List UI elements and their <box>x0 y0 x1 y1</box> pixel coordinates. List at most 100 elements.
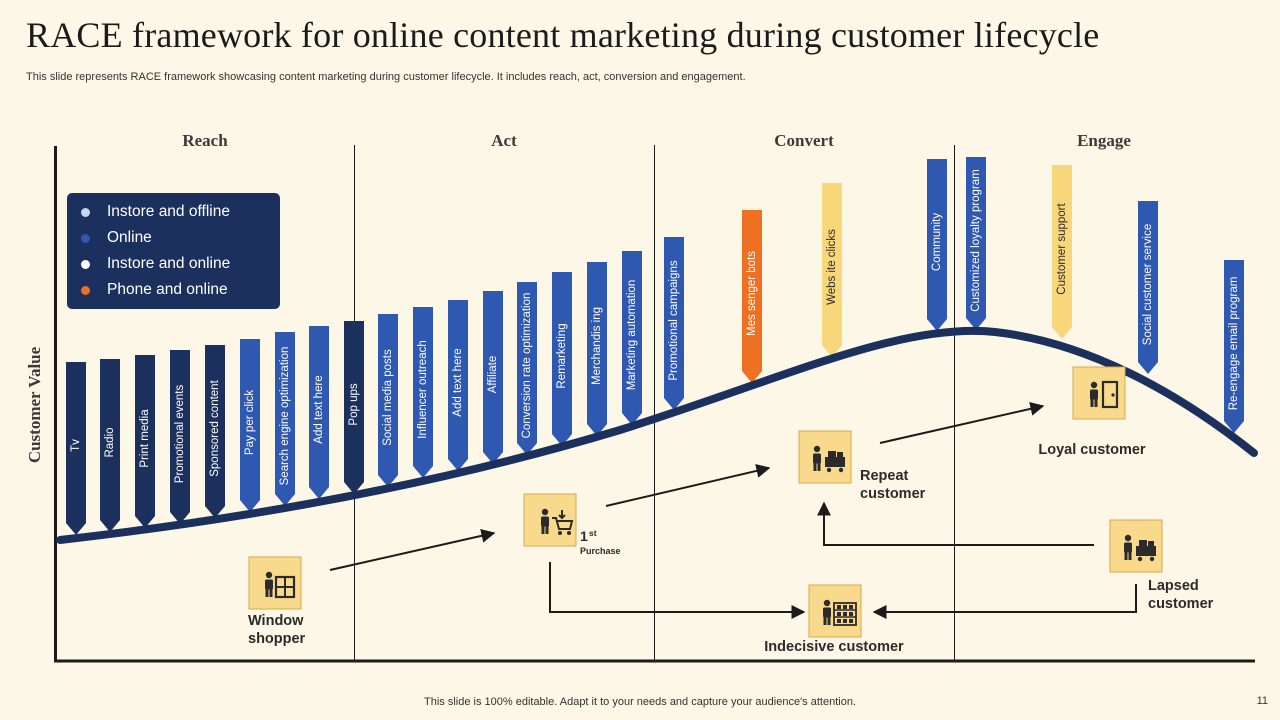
flag-shape <box>1224 260 1244 433</box>
touchpoint-flag: Marketing automation <box>622 251 642 425</box>
indecisive-customer-icon <box>823 599 857 626</box>
customer-window: Window shopper <box>248 556 306 647</box>
legend-dot-icon <box>81 285 90 295</box>
customer-value-curve <box>56 326 1258 544</box>
touchpoint-flag: Re-engage email program <box>1224 260 1244 433</box>
y-axis-label: Customer Value <box>25 346 44 463</box>
touchpoint-label: Customized loyalty program <box>970 169 982 312</box>
customer-label: 1 <box>580 528 588 544</box>
touchpoint-label: Conversion rate optimization <box>521 293 533 439</box>
touchpoint-label: Social customer service <box>1142 224 1154 345</box>
footer-note: This slide is 100% editable. Adapt it to… <box>424 696 856 708</box>
flag-shape <box>275 332 295 506</box>
customer-label: Lapsed customer <box>1148 578 1214 612</box>
customer-repeat: Repeat customer <box>798 430 926 502</box>
touchpoint-flags: Tv Radio Print media Promotional events Spon… <box>66 157 1244 535</box>
legend-label: Instore and online <box>107 255 231 272</box>
legend-item-instore-offline: Instore and offline <box>81 202 230 222</box>
arrow-repeat-to-loyal <box>879 401 1045 444</box>
touchpoint-label: Pay per click <box>244 390 256 455</box>
flag-shape <box>100 359 120 532</box>
flag-shape <box>517 282 537 455</box>
customer-purchase: 1 st Purchase <box>523 493 621 556</box>
loyal-customer-icon <box>1090 380 1119 409</box>
touchpoint-label: Promotional events <box>174 385 186 484</box>
customer-label: Repeat customer <box>860 468 926 502</box>
flag-shape <box>1138 201 1158 374</box>
customer-types: Window shopper 1 st Purchase Repeat customer Lo… <box>248 366 1214 655</box>
flag-shape <box>205 345 225 518</box>
customer-lapsed: Lapsed customer <box>1109 519 1214 612</box>
arrow-lapsed-to-indecisive <box>872 584 1137 619</box>
touchpoint-flag: Pop ups <box>344 321 364 494</box>
touchpoint-label: Mes senger bots <box>746 251 758 336</box>
legend-label: Phone and online <box>107 281 228 298</box>
touchpoint-label: Sponsored content <box>209 379 221 476</box>
touchpoint-flag: Add text here <box>448 300 468 471</box>
arrow-lapsed-to-repeat <box>817 501 1094 546</box>
touchpoint-label: Merchandis ing <box>591 307 603 385</box>
stage-labels: Reach Act Convert Engage <box>182 131 1131 150</box>
touchpoint-label: Webs ite clicks <box>826 229 838 305</box>
flag-shape <box>170 350 190 524</box>
touchpoint-label: Influencer outreach <box>417 340 429 438</box>
touchpoint-flag: Add text here <box>309 326 329 499</box>
touchpoint-flag: Tv <box>66 362 86 535</box>
touchpoint-flag: Promotional events <box>170 350 190 524</box>
touchpoint-flag: Promotional campaigns <box>664 237 684 410</box>
flag-shape <box>622 251 642 425</box>
touchpoint-label: Pop ups <box>348 383 360 425</box>
flag-shape <box>413 307 433 478</box>
flag-shape <box>309 326 329 499</box>
flag-shape <box>378 314 398 487</box>
touchpoint-flag: Affiliate <box>483 291 503 464</box>
flag-shape <box>742 210 762 383</box>
legend-dot-icon <box>81 207 90 217</box>
touchpoint-flag: Influencer outreach <box>413 307 433 478</box>
lapsed-customer-icon <box>1124 534 1156 562</box>
touchpoint-label: Community <box>931 213 943 271</box>
flag-shape <box>587 262 607 436</box>
touchpoint-flag: Customer support <box>1052 165 1072 339</box>
flag-shape <box>483 291 503 464</box>
journey-connectors <box>329 401 1137 619</box>
axes <box>54 145 1255 663</box>
cart-purchase-icon <box>541 508 574 535</box>
touchpoint-label: Add text here <box>313 375 325 443</box>
touchpoint-label: Add text here <box>452 348 464 416</box>
stage-label-engage: Engage <box>1077 131 1131 150</box>
touchpoint-flag: Social media posts <box>378 314 398 487</box>
touchpoint-label: Affiliate <box>487 356 499 394</box>
legend-item-online: Online <box>81 228 152 248</box>
legend-item-phone-online: Phone and online <box>81 280 228 300</box>
flag-shape <box>344 321 364 494</box>
legend-dot-icon <box>81 233 90 243</box>
page-number: 11 <box>1256 695 1268 707</box>
customer-label: Loyal customer <box>1038 442 1146 458</box>
customer-loyal: Loyal customer <box>1038 366 1146 458</box>
touchpoint-flag: Radio <box>100 359 120 532</box>
window-shopper-icon <box>265 571 296 599</box>
customer-sublabel: Purchase <box>580 546 621 556</box>
flag-shape <box>927 159 947 331</box>
flag-shape <box>822 183 842 357</box>
touchpoint-label: Marketing automation <box>626 280 638 391</box>
touchpoint-label: Promotional campaigns <box>668 260 680 380</box>
touchpoint-flag: Remarketing <box>552 272 572 446</box>
page-title: RACE framework for online content market… <box>26 15 1100 55</box>
touchpoint-flag: Conversion rate optimization <box>517 282 537 455</box>
flag-shape <box>966 157 986 330</box>
flag-shape <box>664 237 684 410</box>
customer-label-superscript: st <box>589 528 597 538</box>
touchpoint-flag: Social customer service <box>1138 201 1158 374</box>
touchpoint-label: Re-engage email program <box>1228 277 1240 411</box>
stage-label-act: Act <box>491 131 517 150</box>
flag-shape <box>1052 165 1072 339</box>
touchpoint-flag: Mes senger bots <box>742 210 762 383</box>
touchpoint-label: Radio <box>104 427 116 457</box>
touchpoint-flag: Customized loyalty program <box>966 157 986 330</box>
touchpoint-flag: Webs ite clicks <box>822 183 842 357</box>
touchpoint-label: Customer support <box>1056 202 1068 294</box>
flag-shape <box>552 272 572 446</box>
